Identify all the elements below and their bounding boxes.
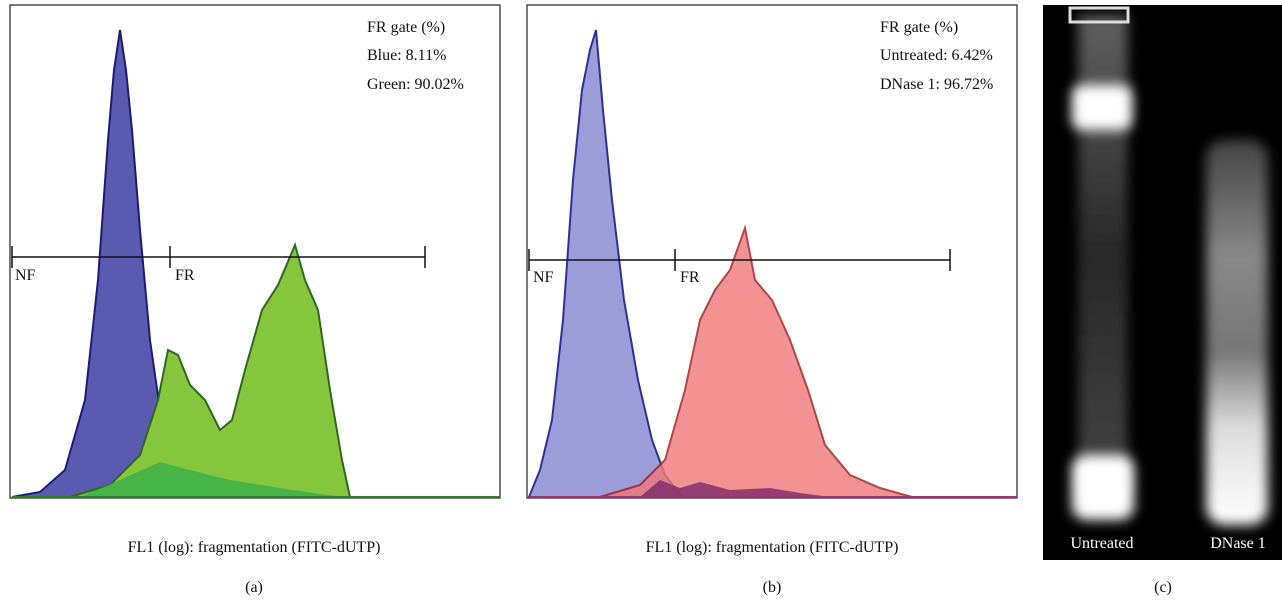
- lane-label: Untreated: [1070, 535, 1133, 552]
- band: [1072, 85, 1132, 130]
- gate-value: Green: 90.02%: [367, 76, 464, 93]
- panel-a: NF FR FR gate (%) Blue: 8.11% Green: 90.…: [9, 4, 501, 596]
- marker-label: FR: [680, 269, 700, 286]
- histogram-green: [69, 242, 352, 498]
- band: [1072, 455, 1134, 520]
- gate-value: DNase 1: 96.72%: [880, 76, 993, 93]
- panel-b: NF FR FR gate (%) Untreated: 6.42% DNase…: [526, 4, 1018, 596]
- lane-label: DNase 1: [1210, 535, 1266, 552]
- x-axis-label: FL1 (log): fragmentation (FITC-dUTP): [128, 539, 381, 556]
- marker-label: NF: [533, 269, 554, 286]
- histogram-overlap: [640, 480, 830, 497]
- gate-title: FR gate (%): [367, 19, 445, 36]
- marker-label: FR: [175, 267, 195, 284]
- histogram-dnase: [599, 224, 913, 498]
- gate-value: Untreated: 6.42%: [880, 47, 993, 64]
- gel-image: Untreated DNase 1: [1043, 5, 1282, 560]
- well: [1068, 6, 1130, 24]
- gate-title: FR gate (%): [880, 19, 958, 36]
- histogram-untreated: [527, 29, 685, 498]
- lane-smear: [1206, 140, 1268, 525]
- gate-value: Blue: 8.11%: [367, 47, 446, 64]
- x-axis-label: FL1 (log): fragmentation (FITC-dUTP): [646, 539, 899, 556]
- panel-label: (a): [245, 579, 263, 596]
- panel-label: (b): [763, 579, 782, 596]
- panel-label: (c): [1154, 579, 1172, 596]
- gate-markers: [11, 246, 426, 268]
- histogram-green-low: [80, 462, 345, 497]
- marker-label: NF: [15, 267, 36, 284]
- gate-markers: [528, 249, 951, 271]
